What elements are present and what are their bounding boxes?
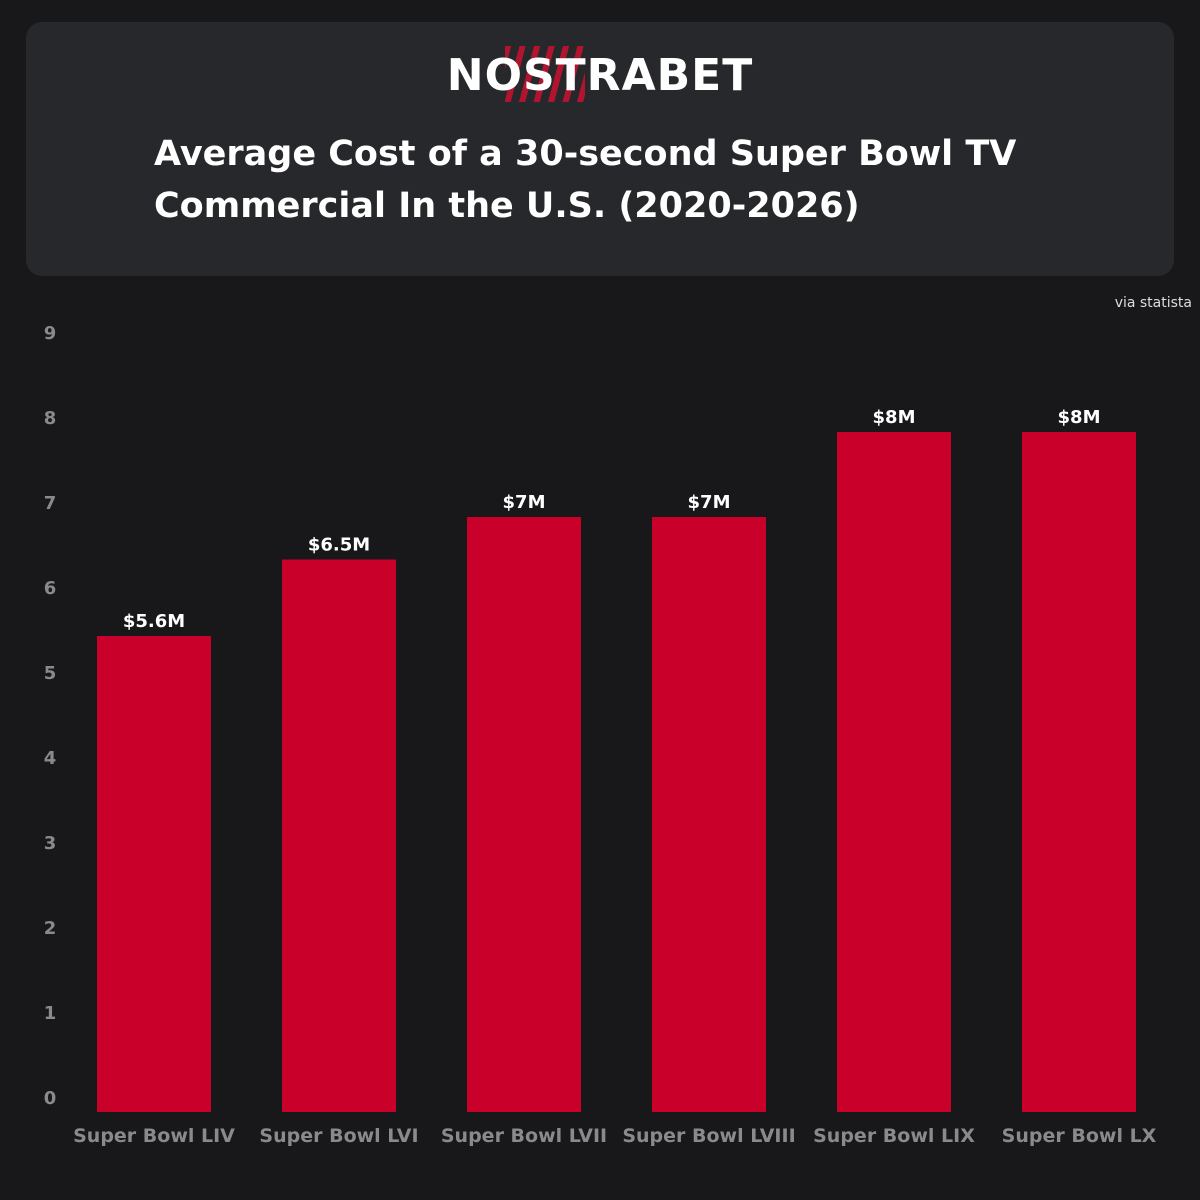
x-tick-label: Super Bowl LVII: [441, 1125, 607, 1147]
data-label: $8M: [873, 407, 916, 428]
y-tick-label: 9: [44, 323, 57, 344]
data-label: $7M: [688, 492, 731, 513]
logo-stripes: [505, 46, 585, 102]
y-tick-label: 6: [44, 578, 57, 599]
chart-title: Average Cost of a 30-second Super Bowl T…: [154, 134, 1017, 226]
data-label: $6.5M: [308, 535, 370, 556]
x-tick-label: Super Bowl LVI: [259, 1125, 418, 1147]
data-label: $7M: [503, 492, 546, 513]
source-note: via statista: [1114, 295, 1192, 311]
y-tick-label: 3: [44, 833, 57, 854]
logo-text: NOSTRABET: [446, 50, 754, 101]
brand-logo: NOSTRABET: [0, 50, 1200, 101]
bar: [467, 517, 581, 1112]
x-tick-label: Super Bowl LX: [1002, 1125, 1157, 1147]
y-tick-label: 0: [44, 1088, 57, 1109]
x-tick-label: Super Bowl LVIII: [622, 1125, 795, 1147]
y-tick-label: 1: [44, 1003, 57, 1024]
x-tick-label: Super Bowl LIX: [813, 1125, 975, 1147]
y-tick-label: 4: [44, 748, 57, 769]
bar: [97, 636, 211, 1112]
bar: [1022, 432, 1136, 1112]
data-label: $5.6M: [123, 611, 185, 632]
bar: [652, 517, 766, 1112]
bar: [837, 432, 951, 1112]
y-tick-label: 8: [44, 408, 57, 429]
bar: [282, 559, 396, 1112]
y-tick-label: 7: [44, 493, 57, 514]
data-label: $8M: [1058, 407, 1101, 428]
header-panel: [26, 22, 1174, 276]
y-tick-label: 2: [44, 918, 57, 939]
x-tick-label: Super Bowl LIV: [73, 1125, 235, 1147]
y-tick-label: 5: [44, 663, 57, 684]
